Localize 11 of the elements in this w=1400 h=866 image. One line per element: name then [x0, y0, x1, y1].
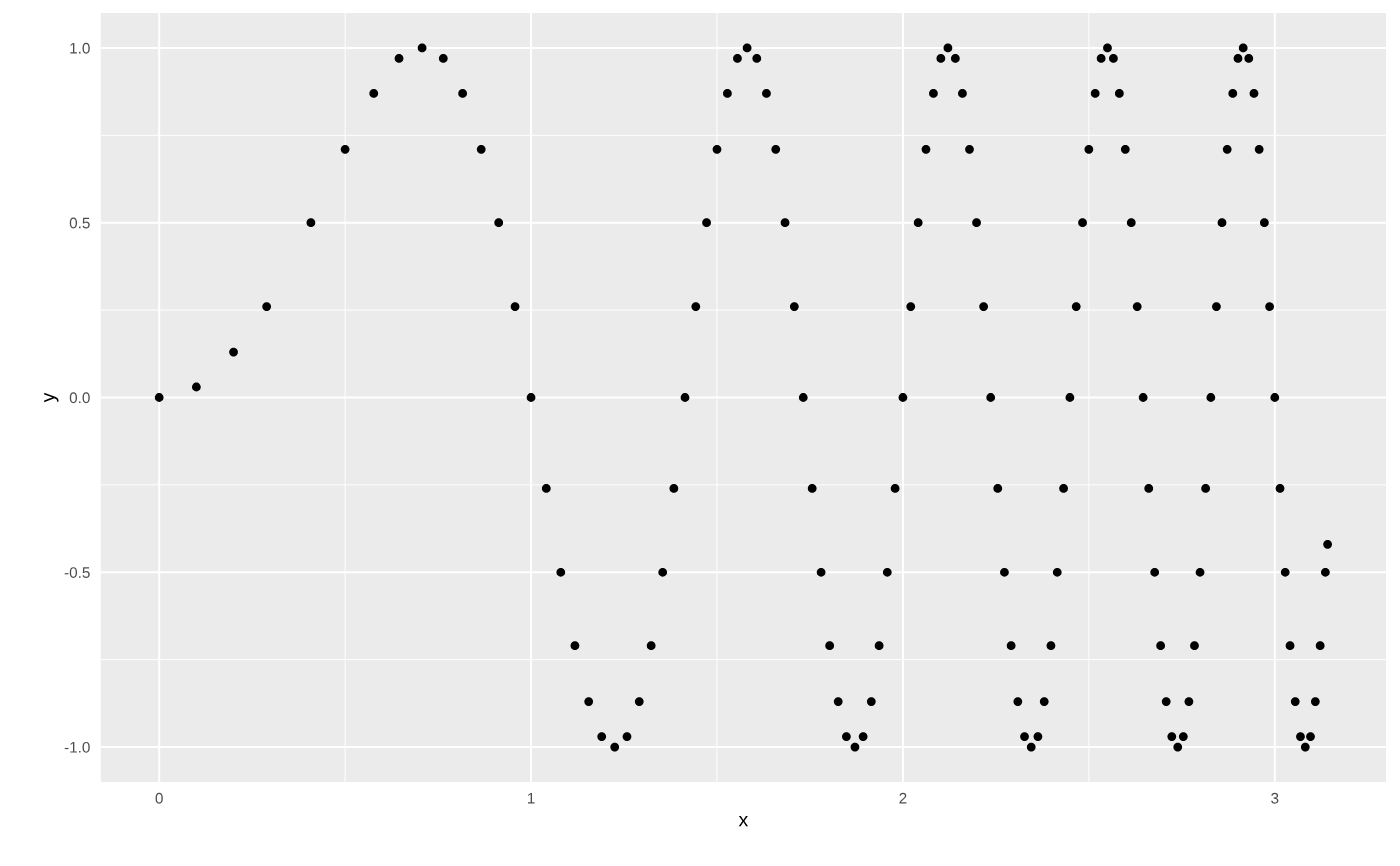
- y-tick-label: -0.5: [64, 567, 90, 578]
- x-axis-title: x: [738, 816, 749, 827]
- x-tick-label: 2: [899, 792, 907, 804]
- y-tick-label: -1.0: [64, 741, 90, 753]
- x-tick-label: 0: [155, 792, 163, 804]
- y-tick-label: 0.5: [69, 217, 90, 229]
- y-tick-label: 1.0: [70, 42, 90, 54]
- y-tick-label: 0.0: [69, 392, 90, 404]
- x-tick-label: 1: [527, 792, 535, 804]
- x-tick-label: 3: [1271, 792, 1279, 804]
- y-axis-title: y: [44, 392, 59, 403]
